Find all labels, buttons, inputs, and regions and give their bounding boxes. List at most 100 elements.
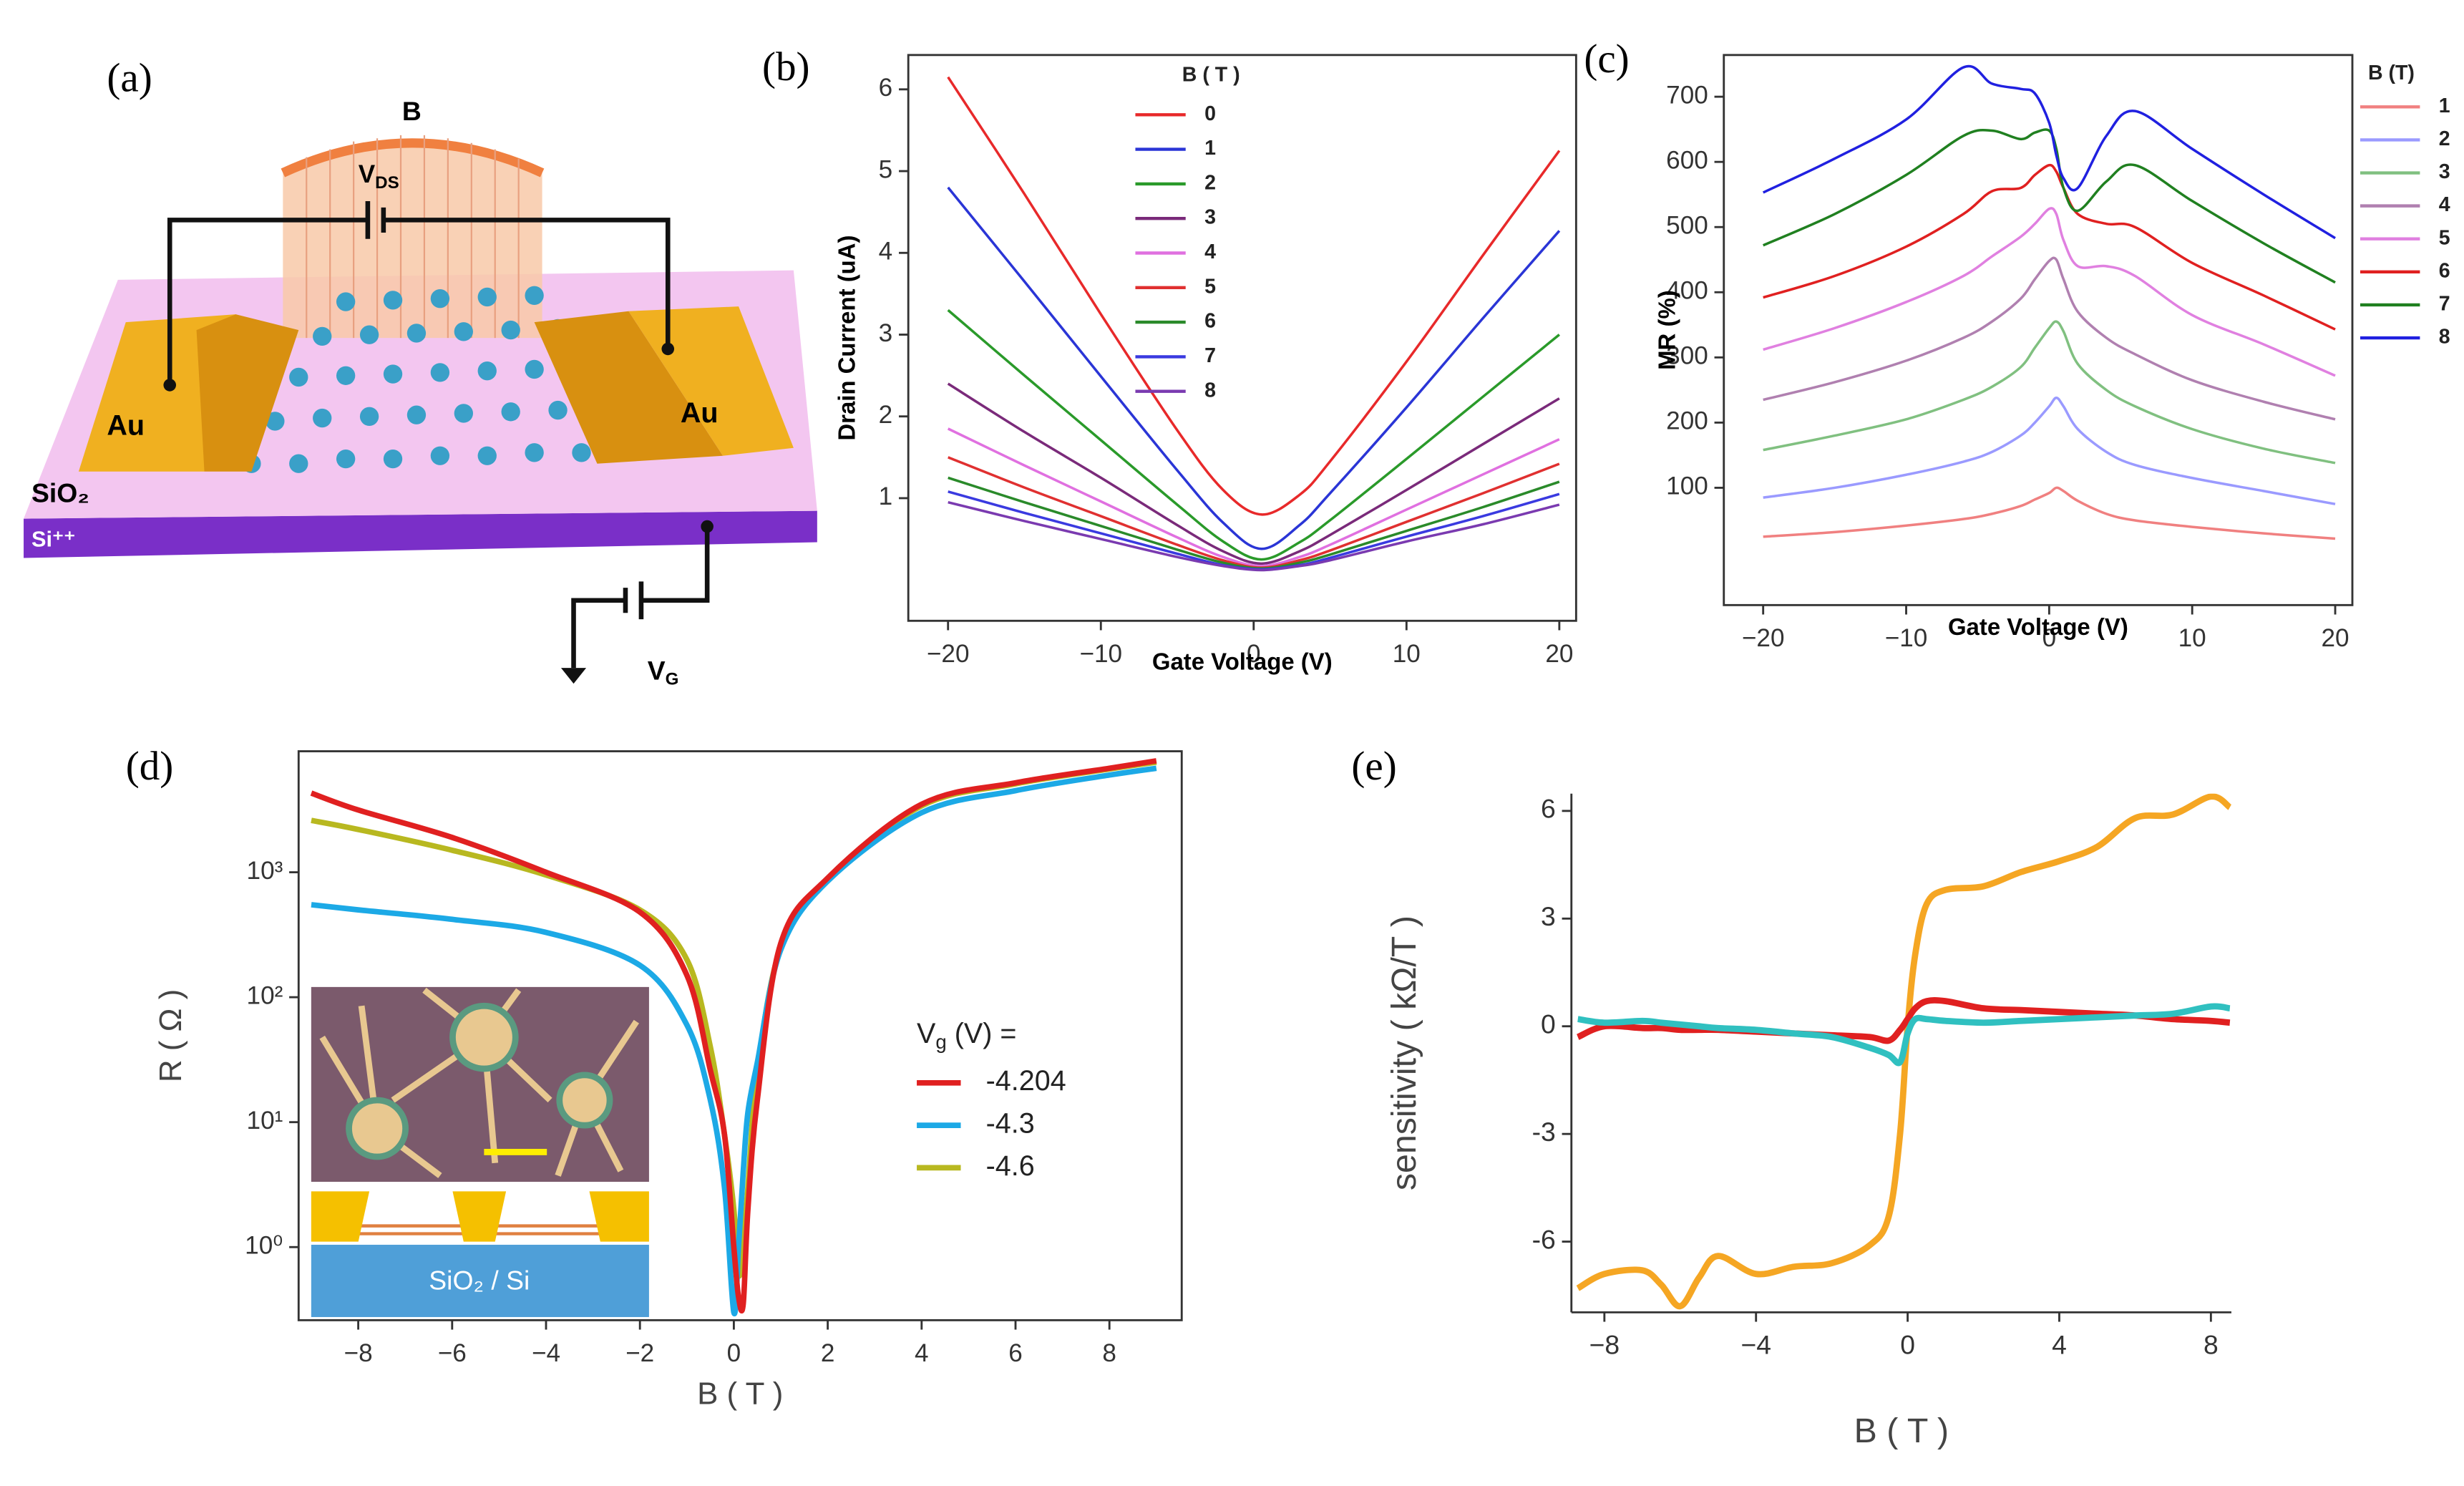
node (163, 379, 177, 392)
y-axis-label: R ( Ω ) (153, 989, 188, 1082)
x-tick-label: −20 (1742, 624, 1785, 652)
legend-label: -4.204 (986, 1065, 1066, 1097)
x-tick-label: 0 (2042, 624, 2057, 652)
legend-label: 3 (2439, 160, 2450, 183)
electrode (196, 314, 299, 472)
node (661, 342, 675, 356)
x-tick-label: 0 (1900, 1330, 1915, 1360)
y-tick-label: 400 (1666, 277, 1708, 305)
x-tick-label: 0 (1247, 640, 1261, 668)
x-axis-label: B ( T ) (697, 1376, 783, 1411)
y-tick-label: 2 (879, 401, 893, 429)
y-tick-label: 10³ (247, 857, 283, 885)
series-line (947, 309, 1560, 561)
y-tick-label: -3 (1532, 1117, 1556, 1147)
field-edge (281, 138, 545, 178)
legend-label: 1 (1204, 137, 1216, 160)
legend-label: 3 (1204, 206, 1216, 229)
legend-label: 5 (1204, 275, 1216, 298)
y-tick-label: 100 (1666, 472, 1708, 500)
series-line (947, 76, 1561, 516)
x-axis-label: Gate Voltage (V) (1948, 613, 2128, 640)
series-line (1577, 1003, 2231, 1067)
field-dome (283, 142, 542, 339)
y-tick-label: 0 (1541, 1009, 1556, 1039)
ground (560, 668, 587, 684)
legend-title-part: B ( T ) (1182, 63, 1240, 86)
series-line (1763, 397, 2336, 505)
inset-disk (346, 1097, 409, 1160)
x-tick-label: −10 (1079, 640, 1122, 668)
y-tick-label: 3 (879, 319, 893, 347)
series-line (947, 382, 1560, 565)
panel-label: (e) (1351, 744, 1396, 789)
x-tick-label: 4 (915, 1339, 929, 1367)
y-tick-label: 6 (879, 74, 893, 102)
x-tick-label: −6 (438, 1339, 467, 1367)
series-line (948, 500, 1560, 572)
x-tick-label: −4 (532, 1339, 560, 1367)
legend-label: 6 (1204, 310, 1216, 333)
x-tick-label: 6 (1008, 1339, 1023, 1367)
series-line (1576, 996, 2231, 1044)
panel-label: (a) (107, 55, 152, 100)
series-line (310, 758, 1157, 1313)
legend-label: 2 (2439, 127, 2450, 150)
panel-label: (b) (762, 44, 810, 89)
inset-substrate (311, 1244, 649, 1317)
electrode-label: Au (107, 410, 145, 442)
x-axis-label: Gate Voltage (V) (1152, 648, 1333, 674)
field-label: B (402, 96, 422, 126)
series-line (1763, 320, 2336, 465)
x-tick-label: −4 (1740, 1330, 1771, 1360)
y-tick-label: 700 (1666, 81, 1708, 109)
inset-contact (452, 1191, 507, 1242)
y-tick-label: -6 (1532, 1224, 1556, 1254)
vg-label: VG (648, 656, 679, 689)
x-tick-label: −10 (1885, 624, 1928, 652)
x-tick-label: 0 (727, 1339, 741, 1367)
legend-title: Vg (V) = (917, 1018, 1016, 1053)
legend-label: 4 (2439, 193, 2450, 216)
x-tick-label: 20 (1545, 640, 1573, 668)
y-tick-label: 6 (1541, 794, 1556, 824)
series-line (311, 765, 1157, 1317)
y-tick-label: 10¹ (247, 1107, 283, 1135)
plot-frame (907, 54, 1577, 622)
substrate-label: Si⁺⁺ (31, 526, 75, 551)
y-tick-label: 600 (1666, 146, 1708, 174)
series-line (1763, 163, 2336, 331)
legend-label: 5 (2439, 226, 2450, 249)
inset-contact (589, 1191, 649, 1242)
y-axis-label: MR (%) (1654, 290, 1680, 370)
series-line (1763, 486, 2336, 540)
x-tick-label: −8 (1589, 1330, 1620, 1360)
y-tick-label: 10² (247, 981, 283, 1009)
y-tick-label: 10⁰ (245, 1232, 283, 1260)
inset: SiO₂ / Si (311, 986, 649, 1317)
electrode (534, 311, 724, 464)
series-line (947, 186, 1561, 550)
x-tick-label: −20 (927, 640, 970, 668)
x-tick-label: 20 (2321, 624, 2349, 652)
legend-title: B ( T ) (1182, 63, 1240, 86)
vds-label: VDS (359, 160, 399, 193)
x-tick-label: 10 (2178, 624, 2206, 652)
y-axis-label: Drain Current (uA) (833, 235, 860, 440)
node (701, 520, 714, 533)
y-tick-label: 200 (1666, 407, 1708, 435)
plot-frame (297, 750, 1183, 1321)
x-tick-label: 8 (2204, 1330, 2219, 1360)
legend-label: 2 (1204, 171, 1216, 194)
legend-title-part: g (935, 1031, 946, 1053)
legend-label: 0 (1204, 102, 1216, 125)
x-axis-label: B ( T ) (1854, 1412, 1949, 1450)
inset-disk (556, 1072, 613, 1129)
series-line (1762, 64, 2336, 240)
legend-label: -4.6 (986, 1150, 1035, 1182)
inset-contact (311, 1191, 370, 1242)
panel-label: (c) (1584, 37, 1629, 82)
series-line (1763, 207, 2336, 377)
